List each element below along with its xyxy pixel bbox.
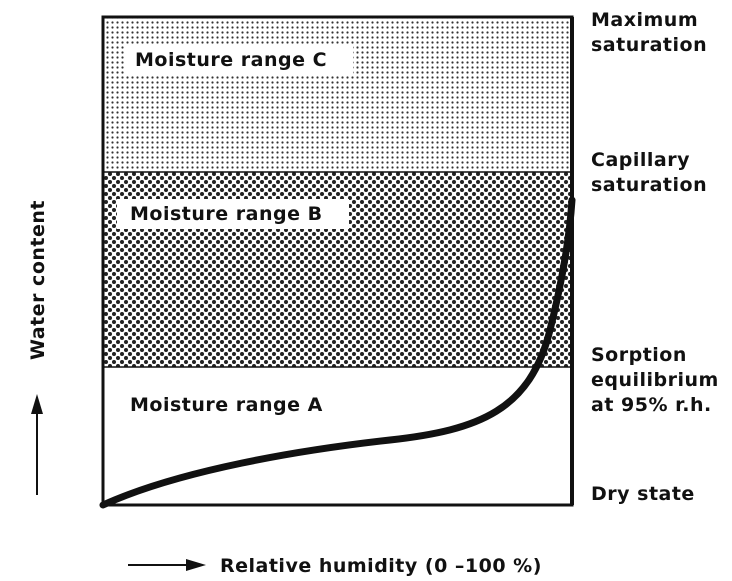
y-arrowhead [31, 394, 43, 414]
state-label: at 95% r.h. [591, 394, 712, 416]
state-label: Sorption [591, 344, 687, 366]
label-bg [125, 44, 353, 74]
range-label: Moisture range A [130, 394, 323, 416]
range-c-area [103, 17, 572, 172]
sorption-curve [99, 196, 576, 509]
range-label: Moisture range C [135, 49, 327, 71]
state-label: equilibrium [591, 369, 719, 391]
state-label: Capillary [591, 149, 690, 171]
state-label: saturation [591, 174, 707, 196]
x-axis-label: Relative humidity (0 –100 %) [220, 555, 542, 577]
range-a-area [103, 367, 572, 505]
y-axis-label: Water content [27, 200, 49, 360]
x-arrowhead [186, 559, 206, 571]
state-label: Dry state [591, 483, 695, 505]
range-label: Moisture range B [130, 203, 323, 225]
state-label: Maximum [591, 9, 698, 31]
state-label: saturation [591, 34, 707, 56]
label-bg [117, 199, 349, 229]
